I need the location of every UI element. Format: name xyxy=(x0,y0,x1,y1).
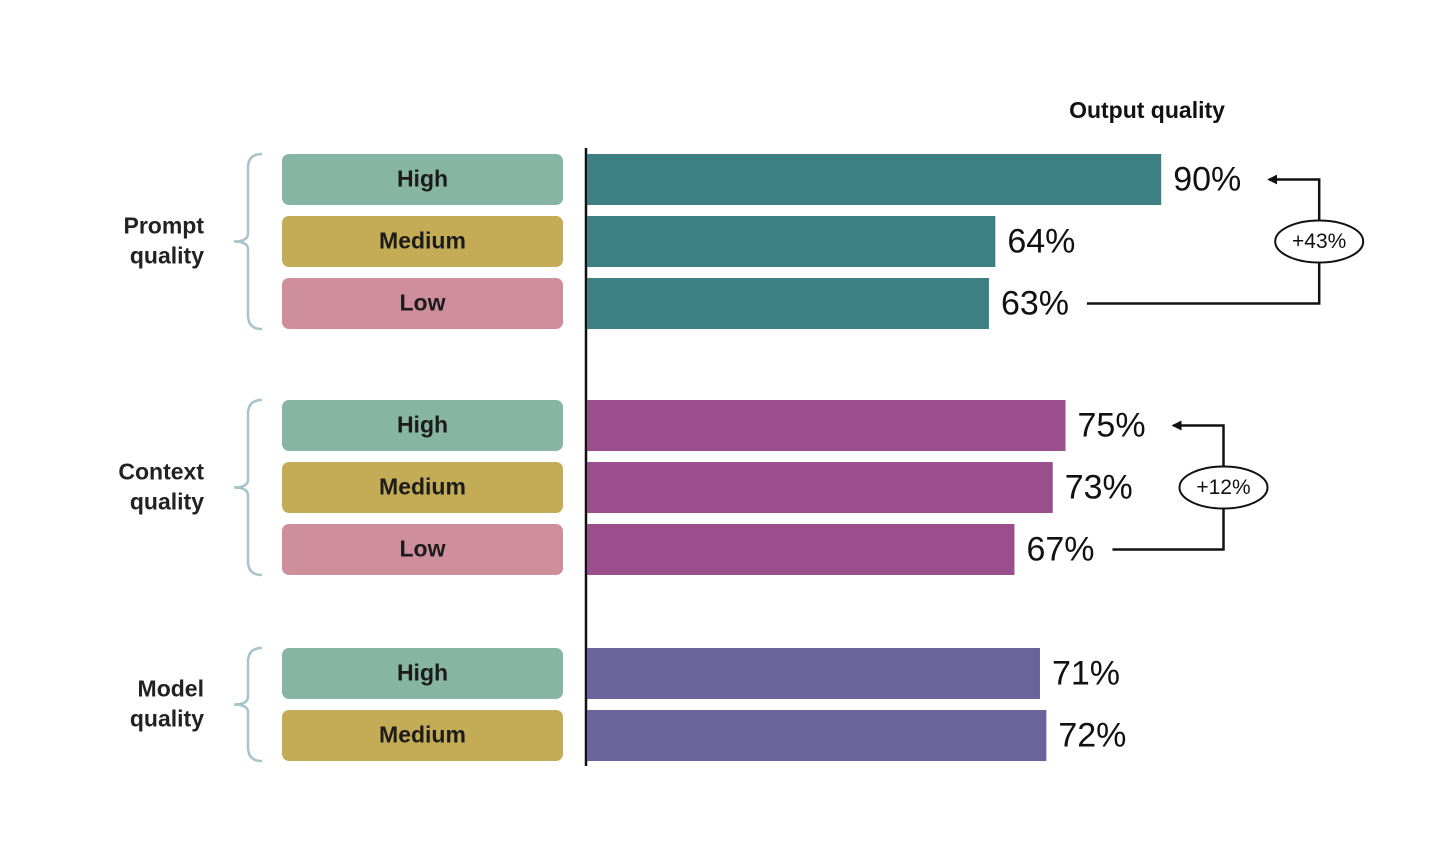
group-label-prompt-line-2: quality xyxy=(130,243,204,269)
level-label-context-high: High xyxy=(397,412,448,438)
value-label-context-high: 75% xyxy=(1078,406,1146,444)
bar-context-medium xyxy=(587,462,1053,513)
level-label-context-low: Low xyxy=(400,536,446,562)
bar-context-high xyxy=(587,400,1066,451)
level-label-prompt-low: Low xyxy=(400,290,446,316)
level-pill-context-low xyxy=(282,524,563,575)
level-label-prompt-medium: Medium xyxy=(379,228,466,254)
value-label-prompt-low: 63% xyxy=(1001,284,1069,322)
delta-label-context: +12% xyxy=(1196,476,1250,499)
delta-badge-context xyxy=(1178,465,1269,510)
bar-context-low xyxy=(587,524,1015,575)
level-pill-model-high xyxy=(282,648,563,699)
delta-label-prompt: +43% xyxy=(1292,230,1346,253)
level-pill-prompt-medium xyxy=(282,216,563,267)
bar-prompt-medium xyxy=(587,216,996,267)
level-pill-model-medium xyxy=(282,710,563,761)
bar-model-high xyxy=(587,648,1040,699)
delta-badge-prompt xyxy=(1274,219,1365,264)
level-label-model-medium: Medium xyxy=(379,722,466,748)
bar-prompt-high xyxy=(587,154,1162,205)
level-label-model-high: High xyxy=(397,660,448,686)
group-label-context-line-1: Context xyxy=(118,459,204,485)
level-pill-context-medium xyxy=(282,462,563,513)
chart-title: Output quality xyxy=(1069,97,1225,123)
level-label-prompt-high: High xyxy=(397,166,448,192)
level-pill-prompt-low xyxy=(282,278,563,329)
brace-prompt xyxy=(233,152,263,331)
bar-prompt-low xyxy=(587,278,989,329)
value-label-prompt-high: 90% xyxy=(1173,160,1241,198)
value-label-model-medium: 72% xyxy=(1058,716,1126,754)
value-label-prompt-medium: 64% xyxy=(1007,222,1075,260)
value-label-model-high: 71% xyxy=(1052,654,1120,692)
group-label-model-line-2: quality xyxy=(130,706,204,732)
value-label-context-medium: 73% xyxy=(1065,468,1133,506)
level-label-context-medium: Medium xyxy=(379,474,466,500)
bar-model-medium xyxy=(587,710,1047,761)
brace-context xyxy=(233,398,263,577)
brace-model xyxy=(233,646,263,763)
level-pill-context-high xyxy=(282,400,563,451)
group-label-context-line-2: quality xyxy=(130,489,204,515)
value-label-context-low: 67% xyxy=(1026,530,1094,568)
group-label-prompt-line-1: Prompt xyxy=(124,213,205,239)
level-pill-prompt-high xyxy=(282,154,563,205)
group-label-model-line-1: Model xyxy=(138,676,204,702)
